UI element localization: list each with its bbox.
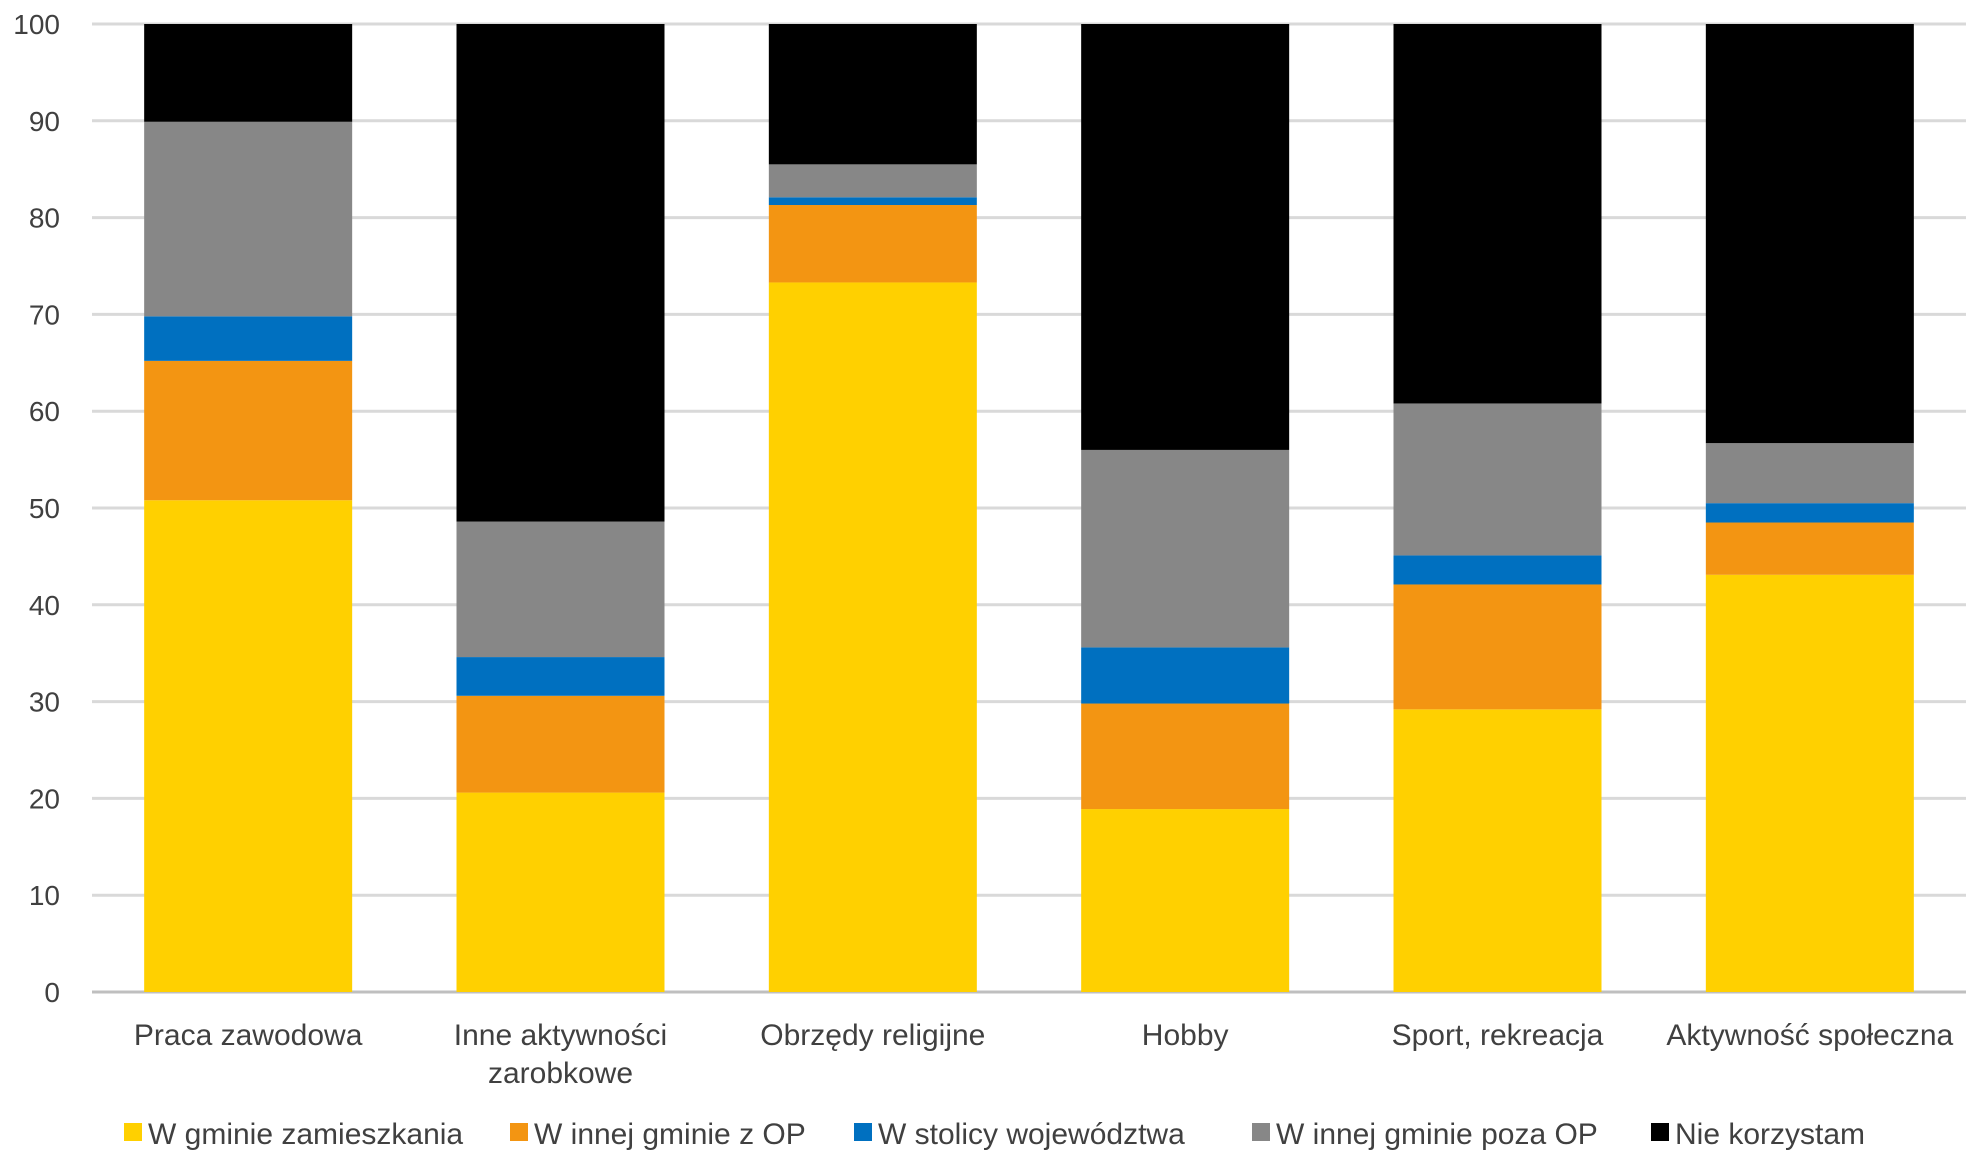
- bar-segment: [1081, 703, 1290, 810]
- bar-segment: [1393, 709, 1602, 992]
- x-category-label: Hobby: [1142, 1019, 1229, 1052]
- bar-segment: [144, 24, 353, 122]
- bar-segment: [144, 316, 353, 361]
- y-tick-label: 40: [29, 590, 60, 621]
- bar-segment: [1705, 443, 1914, 504]
- legend-label: Nie korzystam: [1675, 1118, 1865, 1151]
- legend-label: W innej gminie z OP: [534, 1118, 806, 1151]
- y-tick-label: 0: [44, 977, 60, 1008]
- bar-segment: [456, 657, 665, 696]
- bar-segment: [456, 695, 665, 793]
- bar-segment: [144, 121, 353, 317]
- bar-segment: [456, 521, 665, 658]
- bar-segment: [1081, 809, 1290, 992]
- bar-segment: [1393, 403, 1602, 556]
- bar-segment: [1081, 647, 1290, 704]
- bar-segment: [1705, 503, 1914, 523]
- x-category-label: Obrzędy religijne: [760, 1019, 985, 1052]
- y-tick-label: 20: [29, 783, 60, 814]
- axes: 0 10 20 30 40 50 60 70 80 90 100 Praca zawodowa Inne…: [13, 9, 1953, 1090]
- bar-segment: [1393, 555, 1602, 585]
- y-tick-label: 50: [29, 493, 60, 524]
- y-tick-label: 80: [29, 203, 60, 234]
- bar-segment: [1081, 24, 1290, 450]
- bar-segment: [1081, 449, 1290, 648]
- legend-swatch: [854, 1123, 872, 1141]
- legend-swatch: [1651, 1123, 1669, 1141]
- bar-segment: [1705, 24, 1914, 444]
- y-tick-label: 100: [13, 9, 60, 40]
- y-tick-label: 70: [29, 299, 60, 330]
- legend-swatch: [510, 1123, 528, 1141]
- bar-segment: [1705, 574, 1914, 992]
- x-category-label: Inne aktywności: [454, 1019, 667, 1052]
- legend: W gminie zamieszkania W innej gminie z OP…: [124, 1118, 1865, 1151]
- bars: [144, 24, 1914, 992]
- bar-segment: [768, 24, 977, 165]
- y-tick-label: 10: [29, 880, 60, 911]
- legend-label: W stolicy województwa: [878, 1118, 1185, 1151]
- legend-label: W gminie zamieszkania: [148, 1118, 463, 1151]
- legend-label: W innej gminie poza OP: [1276, 1118, 1598, 1151]
- bar-segment: [1393, 584, 1602, 710]
- x-category-label: Praca zawodowa: [134, 1019, 363, 1052]
- bar-segment: [1393, 24, 1602, 404]
- bar-segment: [144, 500, 353, 992]
- bar-segment: [768, 205, 977, 283]
- bar-segment: [768, 164, 977, 198]
- bar-segment: [144, 360, 353, 501]
- y-tick-label: 30: [29, 687, 60, 718]
- bar-segment: [768, 282, 977, 992]
- gridlines: [92, 22, 1966, 994]
- bar-segment: [456, 24, 665, 522]
- bar-segment: [456, 792, 665, 992]
- legend-swatch: [124, 1123, 142, 1141]
- bar-segment: [1705, 522, 1914, 575]
- y-tick-label: 90: [29, 106, 60, 137]
- y-tick-label: 60: [29, 396, 60, 427]
- x-category-label: Sport, rekreacja: [1392, 1019, 1604, 1052]
- legend-swatch: [1252, 1123, 1270, 1141]
- bar-segment: [768, 197, 977, 206]
- x-category-label: zarobkowe: [488, 1057, 633, 1090]
- x-category-label: Aktywność społeczna: [1666, 1019, 1953, 1052]
